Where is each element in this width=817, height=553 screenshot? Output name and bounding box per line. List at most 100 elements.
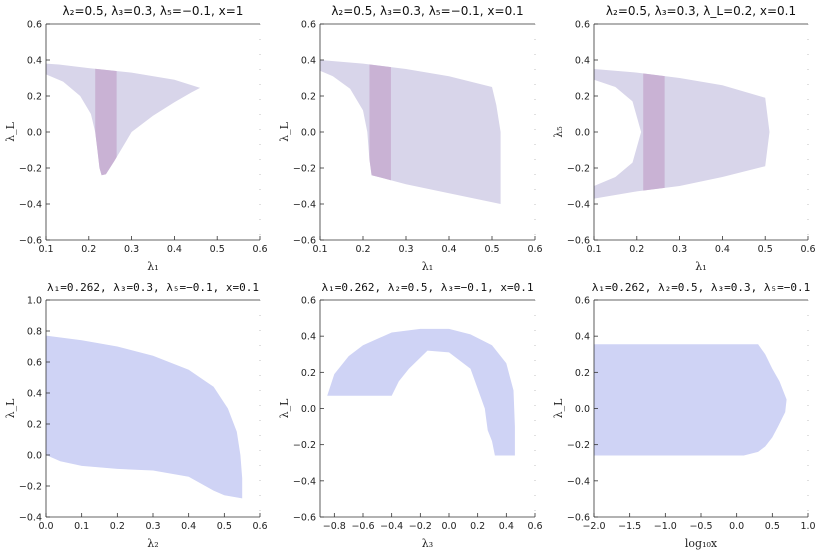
x-axis-label: λ₁ [147, 260, 158, 273]
y-tick-label: −0.4 [567, 476, 590, 487]
y-tick-label: 0.8 [27, 327, 42, 338]
x-tick-label: 0.6 [527, 521, 542, 532]
x-tick-label: 0.0 [729, 521, 744, 532]
allowed-region [320, 60, 501, 204]
y-tick-label: −0.2 [567, 164, 590, 175]
x-axis-label: λ₂ [147, 537, 158, 550]
y-tick-label: 0.0 [301, 128, 316, 139]
panel-4: λ₁=0.262, λ₃=0.3, λ₅=−0.1, x=0.1 0.0 0.1 0.… [4, 281, 268, 550]
panel-1: λ₂=0.5, λ₃=0.3, λ₅=−0.1, x=1 0.1 0.2 0.3 0.4… [4, 4, 268, 273]
panel-title: λ₁=0.262, λ₂=0.5, λ₃=0.3, λ₅=−0.1 [592, 281, 811, 294]
x-tick-label: 0.5 [217, 521, 232, 532]
allowed-region [46, 63, 201, 176]
highlight-band [643, 69, 665, 199]
x-tick-label: −0.4 [380, 521, 403, 532]
panel-title: λ₁=0.262, λ₂=0.5, λ₃=−0.1, x=0.1 [322, 281, 534, 294]
x-tick-label: 0.4 [441, 244, 456, 255]
y-tick-label: 0.0 [27, 128, 42, 139]
y-tick-label: 0.4 [301, 56, 316, 67]
panel-5: λ₁=0.262, λ₂=0.5, λ₃=−0.1, x=0.1 −0.8 −0.6… [278, 281, 543, 550]
x-tick-label: 0.3 [124, 244, 139, 255]
panel-2: λ₂=0.5, λ₃=0.3, λ₅=−0.1, x=0.1 0.1 0.2 0.3 0… [278, 4, 543, 273]
y-tick-label: 0.0 [575, 128, 590, 139]
x-tick-label: 0.0 [441, 521, 456, 532]
y-tick-label: −0.4 [567, 200, 590, 211]
y-axis-label: λ₅ [552, 126, 565, 137]
x-tick-label: 0.2 [629, 244, 644, 255]
highlight-band [369, 60, 391, 204]
highlight-band [95, 63, 117, 176]
y-tick-label: 0.6 [27, 20, 42, 31]
allowed-region [594, 344, 787, 456]
x-axis-label: λ₁ [422, 260, 433, 273]
y-tick-label: 0.2 [575, 92, 590, 103]
y-tick-label: −0.6 [293, 236, 316, 247]
x-tick-label: 0.0 [38, 521, 53, 532]
y-tick-label: 1.0 [27, 296, 42, 307]
x-tick-label: 0.2 [81, 244, 96, 255]
x-tick-label: 0.4 [181, 521, 196, 532]
y-tick-label: 0.6 [301, 296, 316, 307]
x-tick-label: 0.3 [672, 244, 687, 255]
y-tick-label: −0.2 [19, 164, 42, 175]
y-tick-label: −0.2 [293, 440, 316, 451]
panel-title: λ₁=0.262, λ₃=0.3, λ₅=−0.1, x=0.1 [47, 281, 259, 294]
y-axis-label: λ_L [552, 398, 565, 418]
y-tick-label: 0.2 [27, 92, 42, 103]
y-tick-label: 0.2 [27, 420, 42, 431]
y-tick-label: −0.2 [19, 482, 42, 493]
y-tick-label: −0.6 [567, 236, 590, 247]
y-tick-label: −0.4 [19, 513, 42, 524]
y-tick-label: −0.4 [293, 476, 316, 487]
x-tick-label: 0.5 [210, 244, 225, 255]
allowed-region [46, 335, 243, 499]
x-tick-label: 0.6 [252, 244, 267, 255]
y-axis-label: λ_L [4, 398, 17, 418]
y-tick-label: −0.4 [293, 200, 316, 211]
x-axis-label: λ₁ [695, 260, 706, 273]
x-tick-label: −0.2 [409, 521, 432, 532]
y-tick-label: −0.6 [19, 236, 42, 247]
x-axis-label: log₁₀x [685, 537, 718, 550]
x-tick-label: 0.1 [312, 244, 327, 255]
y-axis-label: λ_L [278, 121, 291, 141]
x-tick-label: 0.4 [715, 244, 730, 255]
panel-6: λ₁=0.262, λ₂=0.5, λ₃=0.3, λ₅=−0.1 −2.0 −1.… [552, 281, 816, 550]
y-tick-label: 0.6 [575, 20, 590, 31]
panel-title: λ₂=0.5, λ₃=0.3, λ₅=−0.1, x=1 [63, 4, 244, 18]
allowed-region [594, 69, 770, 199]
y-tick-label: 0.6 [301, 20, 316, 31]
x-tick-label: 0.6 [252, 521, 267, 532]
y-axis-label: λ_L [4, 121, 17, 141]
x-tick-label: 0.1 [38, 244, 53, 255]
y-tick-label: −0.4 [19, 200, 42, 211]
x-tick-label: 0.6 [527, 244, 542, 255]
x-tick-label: 0.1 [586, 244, 601, 255]
x-tick-label: −1.0 [654, 521, 677, 532]
panel-title: λ₂=0.5, λ₃=0.3, λ₅=−0.1, x=0.1 [331, 4, 523, 18]
x-tick-label: −1.5 [618, 521, 641, 532]
x-tick-label: 0.3 [145, 521, 160, 532]
y-tick-label: −0.6 [567, 513, 590, 524]
y-tick-label: 0.2 [575, 368, 590, 379]
x-tick-label: 0.5 [758, 244, 773, 255]
y-axis-label: λ_L [278, 398, 291, 418]
x-tick-label: 0.4 [167, 244, 182, 255]
x-tick-label: −0.6 [351, 521, 374, 532]
y-tick-label: −0.6 [293, 513, 316, 524]
x-tick-label: 0.4 [499, 521, 514, 532]
y-tick-label: 0.0 [27, 451, 42, 462]
x-tick-label: 0.2 [110, 521, 125, 532]
y-tick-label: −0.2 [293, 164, 316, 175]
y-tick-label: 0.6 [27, 358, 42, 369]
y-tick-label: 0.4 [27, 56, 42, 67]
panel-title: λ₂=0.5, λ₃=0.3, λ_L=0.2, x=0.1 [606, 4, 796, 18]
y-tick-label: 0.4 [575, 56, 590, 67]
x-tick-label: 0.2 [355, 244, 370, 255]
x-tick-label: 0.5 [765, 521, 780, 532]
allowed-region [327, 328, 515, 456]
x-axis-label: λ₃ [422, 537, 433, 550]
y-tick-label: 0.4 [27, 389, 42, 400]
x-tick-label: 0.3 [398, 244, 413, 255]
